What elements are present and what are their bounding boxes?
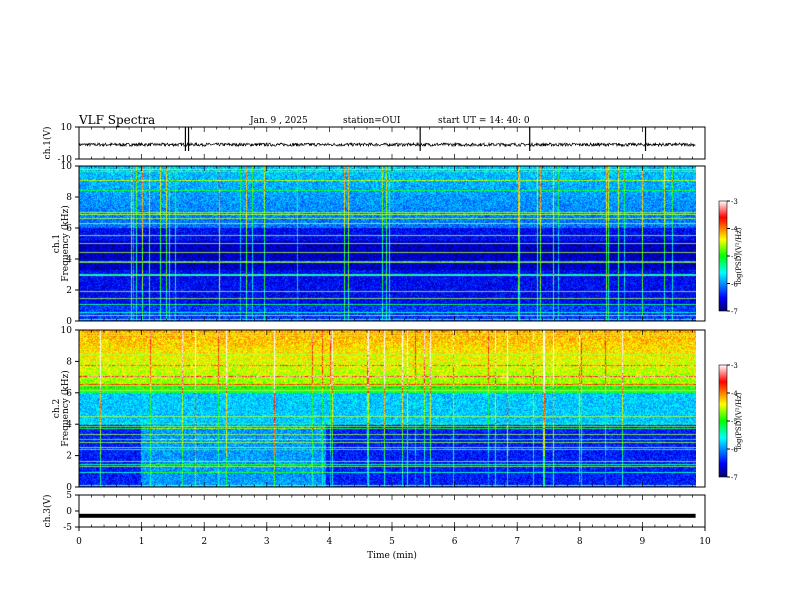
y-tick-label-ch1-waveform--10: -10 — [58, 155, 73, 165]
x-tick-label-10: 10 — [699, 537, 711, 547]
y-tick-label-ch2-spectrogram-8: 8 — [66, 357, 72, 367]
x-tick-label-2: 2 — [201, 537, 207, 547]
ch3-waveform-ylabel: ch.3(V) — [42, 495, 53, 528]
y-tick-label-ch1-spectrogram-4: 4 — [66, 255, 72, 265]
x-tick-label-1: 1 — [139, 537, 145, 547]
colorbar-tick-label-ch1-spectrogram--6: -6 — [731, 281, 738, 289]
ch2-spectrogram-ylabel: Frequency (kHz) — [60, 370, 71, 447]
ch3-waveform-frame — [78, 494, 706, 528]
y-tick-label-ch2-spectrogram-6: 6 — [66, 389, 72, 399]
colorbar-tick-label-ch1-spectrogram--7: -7 — [731, 308, 738, 316]
y-tick-label-ch1-spectrogram-6: 6 — [66, 224, 72, 234]
ch1-spectrogram-colorbar-label: log(PSD)(V²/Hz) — [735, 227, 743, 284]
y-tick-label-ch1-spectrogram-8: 8 — [66, 193, 72, 203]
colorbar-tick-label-ch2-spectrogram--6: -6 — [731, 446, 738, 454]
y-tick-label-ch2-spectrogram-10: 10 — [61, 326, 73, 336]
x-tick-label-3: 3 — [264, 537, 270, 547]
x-tick-label-4: 4 — [327, 537, 333, 547]
x-tick-label-8: 8 — [577, 537, 583, 547]
x-tick-label-7: 7 — [514, 537, 520, 547]
y-tick-label-ch3-waveform-0: 0 — [66, 507, 72, 517]
y-tick-label-ch2-spectrogram-2: 2 — [66, 452, 72, 462]
y-tick-label-ch1-spectrogram-0: 0 — [66, 317, 72, 327]
y-tick-label-ch1-waveform-10: 10 — [61, 123, 73, 133]
x-tick-label-9: 9 — [640, 537, 646, 547]
start-time-label: start UT = 14: 40: 0 — [438, 116, 530, 126]
ch1-spectrogram-ylabel: Frequency (kHz) — [60, 205, 71, 282]
ch1-spectrogram-image — [79, 166, 696, 321]
colorbar-tick-label-ch2-spectrogram--4: -4 — [731, 390, 738, 398]
colorbar-tick-label-ch2-spectrogram--7: -7 — [731, 474, 738, 482]
colorbar-tick-label-ch2-spectrogram--3: -3 — [731, 362, 738, 370]
x-axis-label: Time (min) — [367, 550, 417, 561]
ch2-spectrogram-image — [79, 330, 696, 487]
chart-title: VLF Spectra — [79, 113, 156, 127]
y-tick-label-ch1-spectrogram-2: 2 — [66, 286, 72, 296]
y-tick-label-ch2-spectrogram-0: 0 — [66, 483, 72, 493]
station-label: station=OUI — [343, 116, 401, 126]
ch1-waveform-trace — [78, 141, 696, 148]
colorbar-tick-label-ch2-spectrogram--5: -5 — [731, 418, 738, 426]
x-tick-label-6: 6 — [452, 537, 458, 547]
ch2-spectrogram-channel-label: ch.2 — [52, 399, 62, 418]
ch1-waveform-ylabel: ch.1(V) — [42, 127, 53, 160]
y-tick-label-ch3-waveform-5: 5 — [66, 491, 72, 501]
date-label: Jan. 9 , 2025 — [250, 116, 308, 126]
ch3-waveform-trace — [79, 513, 696, 518]
ch2-spectrogram-colorbar-label: log(PSD)(V²/Hz) — [735, 392, 743, 449]
y-tick-label-ch1-spectrogram-10: 10 — [61, 162, 73, 172]
ch1-spectrogram-channel-label: ch.1 — [52, 234, 62, 253]
x-tick-label-5: 5 — [389, 537, 395, 547]
x-tick-label-0: 0 — [76, 537, 82, 547]
colorbar-tick-label-ch1-spectrogram--3: -3 — [731, 198, 738, 206]
y-tick-label-ch2-spectrogram-4: 4 — [66, 420, 72, 430]
colorbar-tick-label-ch1-spectrogram--5: -5 — [731, 253, 738, 261]
ch2-spectrogram-colorbar — [718, 364, 728, 478]
ch1-spectrogram-colorbar — [718, 200, 728, 312]
colorbar-tick-label-ch1-spectrogram--4: -4 — [731, 226, 738, 234]
y-tick-label-ch3-waveform--5: -5 — [63, 523, 72, 533]
